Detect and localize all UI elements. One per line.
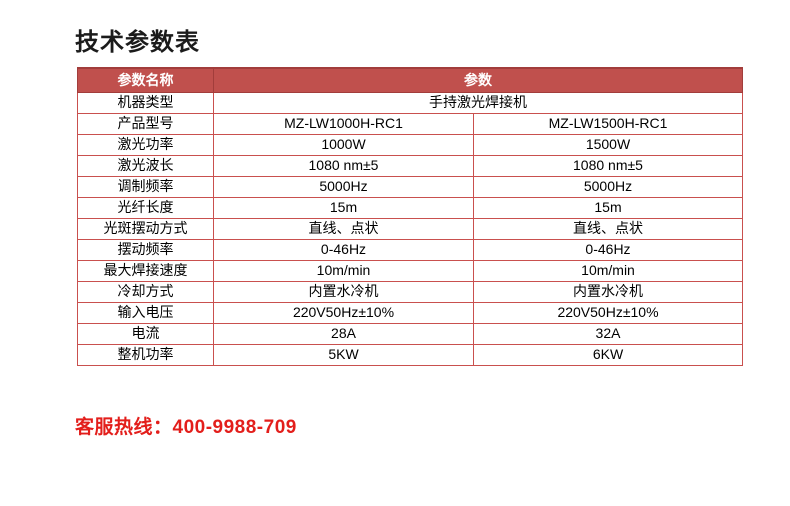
table-row: 摆动频率 0-46Hz 0-46Hz: [77, 238, 743, 261]
param-name-cell: 光斑摆动方式: [77, 217, 214, 240]
table-row: 电流 28A 32A: [77, 322, 743, 345]
param-value-cell: 直线、点状: [213, 217, 474, 240]
table-row: 产品型号 MZ-LW1000H-RC1 MZ-LW1500H-RC1: [77, 112, 743, 135]
param-value-cell: 0-46Hz: [473, 238, 743, 261]
param-value-cell: 0-46Hz: [213, 238, 474, 261]
page-title: 技术参数表: [75, 29, 200, 56]
hotline-text: 客服热线：400-9988-709: [75, 417, 297, 438]
header-cell-param-value: 参数: [213, 68, 743, 93]
param-name-cell: 冷却方式: [77, 280, 214, 303]
param-name-cell: 摆动频率: [77, 238, 214, 261]
param-name-cell: 激光波长: [77, 154, 214, 177]
table-row: 机器类型 手持激光焊接机: [77, 91, 743, 114]
param-value-cell: 6KW: [473, 343, 743, 366]
param-value-cell: 28A: [213, 322, 474, 345]
param-name-cell: 光纤长度: [77, 196, 214, 219]
param-value-cell: 15m: [473, 196, 743, 219]
spec-table: 参数名称 参数 机器类型 手持激光焊接机 产品型号 MZ-LW1000H-RC1 MZ-…: [77, 67, 743, 366]
param-value-cell: 10m/min: [473, 259, 743, 282]
table-row: 整机功率 5KW 6KW: [77, 343, 743, 366]
param-value-cell: 15m: [213, 196, 474, 219]
param-name-cell: 激光功率: [77, 133, 214, 156]
param-name-cell: 电流: [77, 322, 214, 345]
spec-table-rows: 机器类型 手持激光焊接机 产品型号 MZ-LW1000H-RC1 MZ-LW1500H-…: [77, 91, 743, 366]
param-value-cell: 220V50Hz±10%: [213, 301, 474, 324]
param-value-cell: 手持激光焊接机: [213, 91, 743, 114]
param-name-cell: 产品型号: [77, 112, 214, 135]
table-row: 冷却方式 内置水冷机 内置水冷机: [77, 280, 743, 303]
param-value-cell: 10m/min: [213, 259, 474, 282]
table-row: 输入电压 220V50Hz±10% 220V50Hz±10%: [77, 301, 743, 324]
spec-table-header: 参数名称 参数: [77, 68, 743, 93]
param-value-cell: 5000Hz: [213, 175, 474, 198]
param-name-cell: 整机功率: [77, 343, 214, 366]
table-row: 激光波长 1080 nm±5 1080 nm±5: [77, 154, 743, 177]
param-value-cell: MZ-LW1000H-RC1: [213, 112, 474, 135]
param-value-cell: 5KW: [213, 343, 474, 366]
param-value-cell: 1500W: [473, 133, 743, 156]
param-value-cell: 内置水冷机: [473, 280, 743, 303]
param-value-cell: 1000W: [213, 133, 474, 156]
param-value-cell: 内置水冷机: [213, 280, 474, 303]
table-row: 激光功率 1000W 1500W: [77, 133, 743, 156]
param-value-cell: 1080 nm±5: [473, 154, 743, 177]
param-value-cell: 5000Hz: [473, 175, 743, 198]
param-value-cell: 1080 nm±5: [213, 154, 474, 177]
param-name-cell: 调制频率: [77, 175, 214, 198]
table-row: 光斑摆动方式 直线、点状 直线、点状: [77, 217, 743, 240]
table-row: 最大焊接速度 10m/min 10m/min: [77, 259, 743, 282]
header-row: 参数名称 参数: [77, 68, 743, 93]
param-value-cell: MZ-LW1500H-RC1: [473, 112, 743, 135]
table-row: 光纤长度 15m 15m: [77, 196, 743, 219]
param-value-cell: 220V50Hz±10%: [473, 301, 743, 324]
param-name-cell: 最大焊接速度: [77, 259, 214, 282]
param-name-cell: 机器类型: [77, 91, 214, 114]
header-cell-param-name: 参数名称: [77, 68, 214, 93]
param-value-cell: 32A: [473, 322, 743, 345]
table-row: 调制频率 5000Hz 5000Hz: [77, 175, 743, 198]
param-name-cell: 输入电压: [77, 301, 214, 324]
param-value-cell: 直线、点状: [473, 217, 743, 240]
